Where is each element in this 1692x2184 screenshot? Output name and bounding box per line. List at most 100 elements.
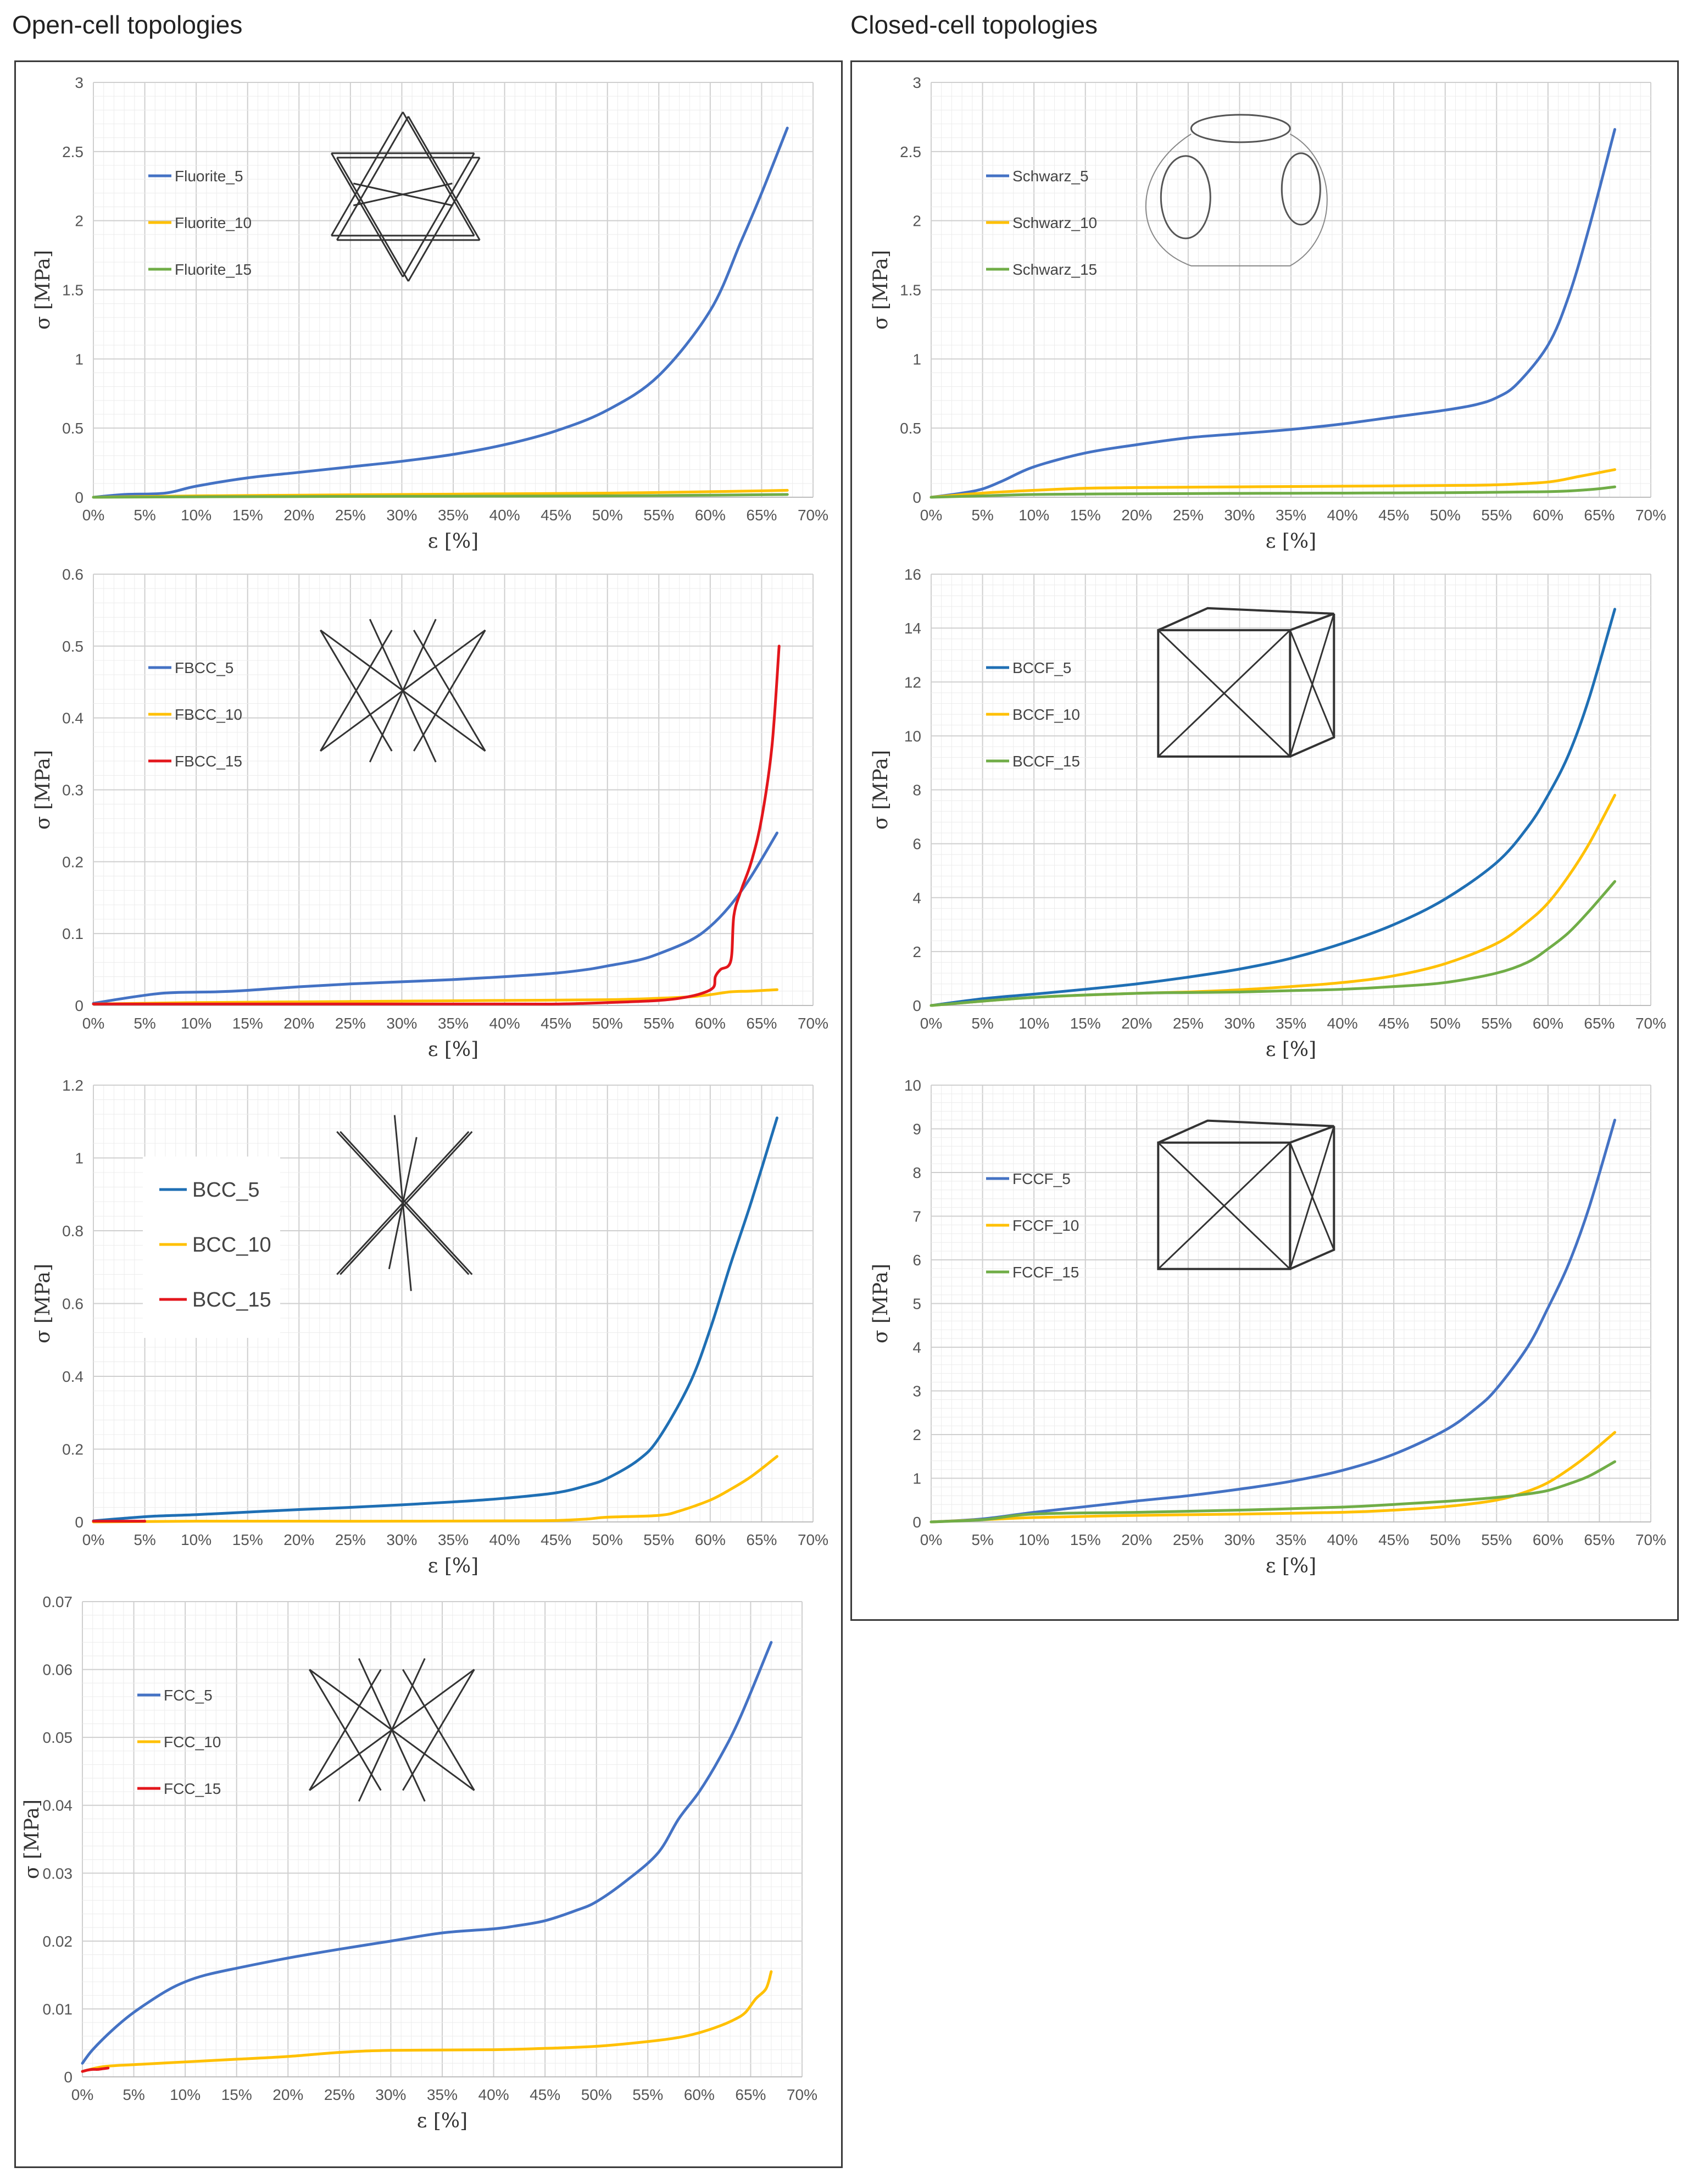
legend-label: FBCC_15 xyxy=(175,753,242,770)
series-line-fbcc_15 xyxy=(92,644,781,1005)
series-line-bccf_15 xyxy=(930,880,1616,1007)
fbcc-chart: 0% 5% 10% 15% 20% 25% 30% 35% 40% 45% 50% 55% 60% 65%… xyxy=(32,566,828,1061)
legend-label: BCC_15 xyxy=(192,1288,271,1311)
strut xyxy=(353,182,453,207)
series-line-fluorite_15 xyxy=(92,493,789,499)
x-tick-label: 65% xyxy=(1584,1015,1615,1032)
y-tick-label: 0.2 xyxy=(62,853,84,870)
y-tick-label: 6 xyxy=(912,1252,921,1269)
open-cell-panel xyxy=(14,60,843,2168)
cube-top xyxy=(1157,1119,1335,1144)
series-line-bcc_10 xyxy=(92,1455,778,1524)
x-tick-label: 30% xyxy=(375,2086,406,2103)
y-axis-label: σ [MPa] xyxy=(870,1264,892,1343)
x-tick-label: 20% xyxy=(283,1015,314,1032)
series-line-fcc_10 xyxy=(81,1970,773,2073)
x-tick-label: 30% xyxy=(386,1015,417,1032)
strut xyxy=(339,1131,473,1275)
y-tick-label: 0.5 xyxy=(62,638,84,655)
x-tick-label: 70% xyxy=(798,1531,828,1548)
x-tick-label: 30% xyxy=(1224,507,1255,524)
y-tick-label: 2 xyxy=(75,213,84,230)
strut xyxy=(1289,613,1335,757)
y-tick-label: 2 xyxy=(912,1426,921,1443)
x-tick-label: 40% xyxy=(489,1531,520,1548)
series-line-schwarz_15 xyxy=(930,485,1616,499)
series-line-fcc_15 xyxy=(81,2066,110,2073)
y-tick-label: 1.5 xyxy=(62,282,84,299)
x-tick-label: 45% xyxy=(1378,1015,1409,1032)
x-tick-label: 10% xyxy=(1018,1015,1049,1032)
x-tick-label: 35% xyxy=(1276,507,1306,524)
x-tick-label: 15% xyxy=(221,2086,252,2103)
cube-front xyxy=(1157,1141,1292,1270)
x-tick-label: 55% xyxy=(632,2086,663,2103)
y-tick-label: 8 xyxy=(912,782,921,799)
x-tick-label: 50% xyxy=(592,507,623,524)
y-tick-label: 0.04 xyxy=(43,1797,73,1814)
y-tick-label: 0 xyxy=(912,1514,921,1531)
y-axis-label: σ [MPa] xyxy=(32,1264,54,1343)
strut xyxy=(331,112,404,236)
y-tick-label: 0.01 xyxy=(43,2000,73,2018)
y-tick-label: 1.2 xyxy=(62,1077,84,1094)
y-tick-label: 0.02 xyxy=(43,1933,73,1950)
y-tick-label: 3 xyxy=(912,74,921,91)
y-tick-label: 12 xyxy=(904,674,921,691)
x-tick-label: 10% xyxy=(1018,1531,1049,1548)
x-tick-label: 25% xyxy=(1173,1531,1204,1548)
legend-label: FBCC_10 xyxy=(175,706,242,723)
x-axis-label: ε [%] xyxy=(1266,1038,1316,1061)
x-tick-label: 70% xyxy=(798,1015,828,1032)
y-tick-label: 0 xyxy=(75,489,84,506)
x-tick-label: 15% xyxy=(1070,507,1101,524)
x-axis-label: ε [%] xyxy=(428,530,478,553)
legend-label: FCC_10 xyxy=(164,1733,221,1750)
x-tick-label: 15% xyxy=(1070,1531,1101,1548)
x-tick-label: 5% xyxy=(971,1015,993,1032)
series-line-schwarz_10 xyxy=(930,468,1616,499)
y-tick-label: 9 xyxy=(912,1121,921,1138)
y-tick-label: 0.07 xyxy=(43,1593,73,1610)
strut xyxy=(408,116,481,241)
x-tick-label: 55% xyxy=(643,1015,674,1032)
x-tick-label: 5% xyxy=(133,1531,155,1548)
legend-label: BCCF_15 xyxy=(1012,753,1080,770)
x-tick-label: 50% xyxy=(1430,507,1461,524)
y-tick-label: 0 xyxy=(75,997,84,1014)
strut xyxy=(402,112,475,236)
x-tick-label: 30% xyxy=(386,507,417,524)
x-tick-label: 40% xyxy=(489,1015,520,1032)
y-axis-label: σ [MPa] xyxy=(32,250,54,330)
legend-label: Schwarz_10 xyxy=(1012,214,1097,231)
x-tick-label: 65% xyxy=(1584,507,1615,524)
x-tick-label: 25% xyxy=(1173,507,1204,524)
x-tick-label: 45% xyxy=(541,507,571,524)
x-tick-label: 0% xyxy=(71,2086,93,2103)
x-tick-label: 55% xyxy=(643,507,674,524)
x-tick-label: 20% xyxy=(1121,1531,1152,1548)
y-tick-label: 16 xyxy=(904,566,921,583)
pore-top xyxy=(1190,114,1291,143)
strut xyxy=(402,1669,475,1791)
x-tick-label: 50% xyxy=(1430,1015,1461,1032)
strut xyxy=(1289,1126,1335,1270)
x-tick-label: 35% xyxy=(438,507,469,524)
x-tick-label: 25% xyxy=(335,1015,366,1032)
legend-label: Schwarz_5 xyxy=(1012,168,1089,185)
y-tick-label: 1 xyxy=(75,1150,84,1167)
x-tick-label: 25% xyxy=(1173,1015,1204,1032)
x-tick-label: 5% xyxy=(971,1531,993,1548)
legend-label: FCCF_15 xyxy=(1012,1264,1079,1281)
series-line-schwarz_5 xyxy=(930,128,1616,499)
closed-cell-panel xyxy=(850,60,1679,1621)
legend-label: Fluorite_15 xyxy=(175,261,252,278)
y-tick-label: 14 xyxy=(904,620,921,637)
strut xyxy=(413,630,486,752)
y-tick-label: 5 xyxy=(912,1296,921,1313)
x-tick-label: 10% xyxy=(181,1531,212,1548)
y-tick-label: 4 xyxy=(912,1339,921,1356)
x-tick-label: 10% xyxy=(181,507,212,524)
x-tick-label: 40% xyxy=(478,2086,509,2103)
x-tick-label: 55% xyxy=(1481,1015,1512,1032)
